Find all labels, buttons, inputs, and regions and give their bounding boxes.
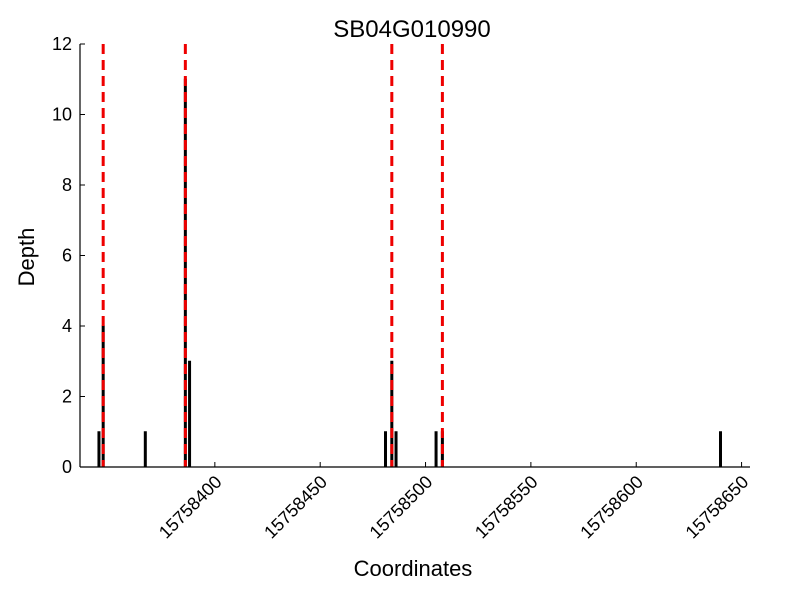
depth-bar — [434, 431, 438, 468]
y-tick-label: 0 — [62, 457, 72, 477]
depth-bar — [394, 431, 398, 468]
depth-bar — [188, 360, 192, 468]
x-tick-label: 15758600 — [576, 472, 647, 543]
depth-bar — [143, 431, 147, 468]
bar-series — [97, 78, 722, 468]
x-axis-title: Coordinates — [354, 556, 473, 581]
y-tick-label: 10 — [52, 105, 72, 125]
depth-bar — [719, 431, 722, 468]
y-axis-title: Depth — [14, 228, 39, 287]
x-tick-label: 15758400 — [155, 472, 226, 543]
x-tick-label: 15758450 — [260, 472, 331, 543]
y-tick-label: 12 — [52, 34, 72, 54]
y-tick-label: 4 — [62, 316, 72, 336]
y-tick-label: 6 — [62, 246, 72, 266]
x-tick-label: 15758650 — [682, 472, 753, 543]
depth-bar — [97, 431, 101, 468]
x-tick-label: 15758550 — [471, 472, 542, 543]
chart-title: SB04G010990 — [333, 16, 490, 43]
axes: 0 2 4 6 8 10 12 15758400 15758450 15758500 1575855… — [52, 34, 752, 542]
depth-bar — [384, 431, 387, 468]
reference-lines — [101, 44, 444, 467]
x-tick-label: 15758500 — [366, 472, 437, 543]
y-tick-label: 8 — [62, 175, 72, 195]
y-tick-label: 2 — [62, 387, 72, 407]
